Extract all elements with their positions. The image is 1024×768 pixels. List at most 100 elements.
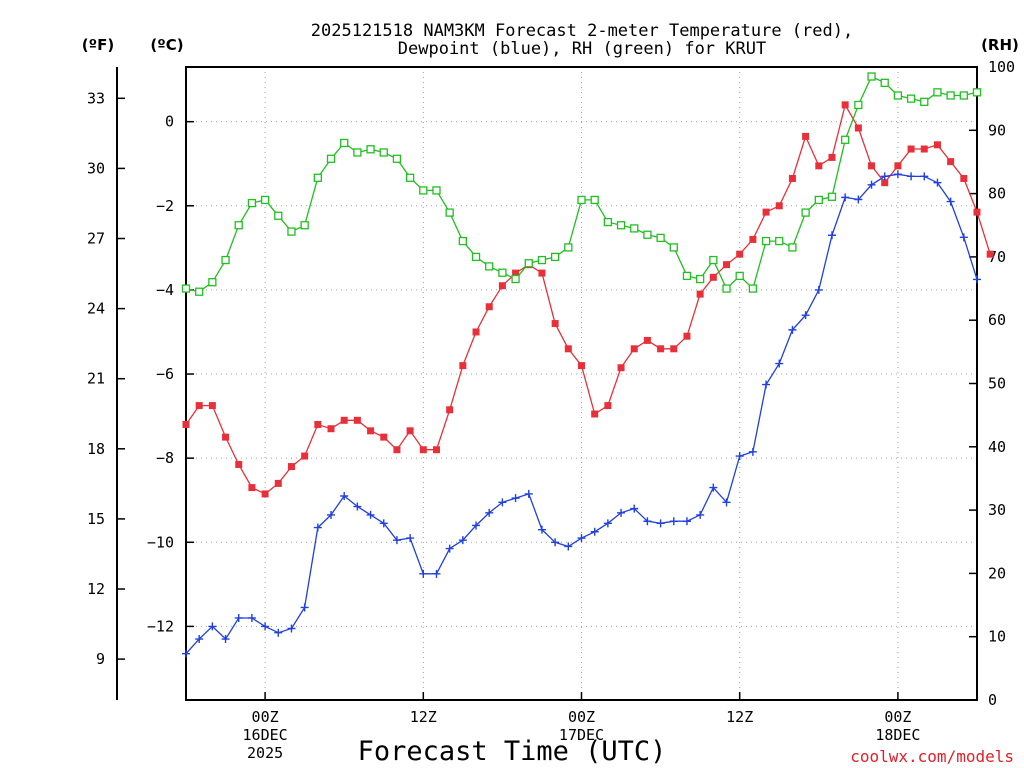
temperature-point [696,290,704,298]
dewpoint-point [656,519,665,528]
x-axis-title: Forecast Time (UTC) [358,736,667,767]
rh-point [379,148,388,157]
dewpoint-point [406,534,415,543]
rh-point [405,173,415,182]
temperature-point [446,406,454,414]
temperature-point [512,269,520,277]
temperature-point [578,362,585,370]
rh-point [669,243,678,252]
rh-point [247,198,257,208]
dewpoint-point [867,180,876,189]
dewpoint-point [920,172,929,181]
fahrenheit-tick-label: 30 [87,159,105,177]
temperature-point [986,250,994,258]
temperature-point [485,303,493,311]
dewpoint-point [959,233,968,242]
rh-point [590,195,599,205]
temperature-point [788,174,796,182]
dewpoint-point [551,538,560,547]
rh-point [933,88,942,97]
rh-point [564,243,573,252]
rh-point [181,284,191,293]
temperature-point [538,269,546,277]
temperature-point [208,402,216,410]
dewpoint-point [485,508,494,517]
temperature-point [393,446,401,454]
dewpoint-point [353,502,362,511]
dewpoint-point [814,285,823,294]
dewpoint-point [221,635,230,644]
rh-point [827,192,837,201]
rh-tick-label: 40 [988,438,1006,456]
rh-point [801,208,810,217]
temperature-point [459,362,467,370]
temperature-point [920,145,928,153]
dewpoint-point [643,517,652,526]
rh-point [656,233,665,243]
rh-point [366,145,375,154]
dewpoint-point [577,534,586,543]
temperature-point [591,410,599,418]
time-tick-date: 18DEC [875,726,920,744]
dewpoint-point [893,170,902,179]
temperature-point [274,479,282,487]
celsius-axis-label: (ºC) [150,36,183,54]
rh-point [195,287,204,296]
dewpoint-point [392,536,401,545]
rh-point [735,271,744,281]
fahrenheit-tick-label: 18 [87,440,105,458]
dewpoint-point [247,613,256,622]
dewpoint-point [208,622,217,631]
rh-point [511,274,520,284]
dewpoint-point [379,519,388,528]
rh-point [300,221,309,230]
temperature-point [340,416,348,424]
temperature-point [406,427,414,435]
temperature-point [973,208,981,216]
temperature-point [894,162,902,170]
celsius-tick-label: −2 [156,197,174,215]
rh-point [841,135,850,144]
time-tick-date: 16DEC [243,726,288,744]
rh-point [893,91,903,100]
temperature-point [617,364,625,372]
dewpoint-point [445,544,454,553]
fahrenheit-axis-label: (ºF) [82,36,114,54]
rh-point [577,195,586,205]
chart-title-line2: Dewpoint (blue), RH (green) for KRUT [398,39,766,59]
time-tick-year: 2025 [247,744,283,762]
time-tick-label: 12Z [410,708,437,726]
celsius-tick-label: −12 [147,617,174,635]
fahrenheit-tick-label: 12 [87,580,105,598]
fahrenheit-tick-label: 9 [96,650,105,668]
rh-point [880,78,889,87]
dewpoint-point [854,195,863,204]
time-tick-label: 00Z [252,708,279,726]
rh-point [946,91,955,100]
dewpoint-point [366,510,375,519]
rh-point [761,236,771,246]
dewpoint-point [524,489,533,498]
credit-text: coolwx.com/models [850,747,1014,766]
rh-point [906,94,916,103]
rh-point [419,186,428,195]
rh-point [537,255,547,265]
temperature-point [907,145,915,153]
rh-point [630,224,639,233]
dewpoint-point [182,649,190,658]
dewpoint-point [432,569,441,578]
dewpoint-point [617,508,626,517]
temperature-point [683,332,691,340]
dewpoint-point [603,519,612,528]
rh-point [340,138,349,148]
rh-point [643,230,652,239]
temperature-point [551,320,559,328]
dewpoint-point [498,498,507,507]
time-tick-label: 00Z [884,708,911,726]
dewpoint-point [458,536,467,545]
dewpoint-point [748,447,757,456]
dewpoint-point [709,483,718,492]
dewpoint-point [775,359,784,368]
rh-point [682,271,692,281]
rh-tick-label: 90 [988,121,1006,139]
